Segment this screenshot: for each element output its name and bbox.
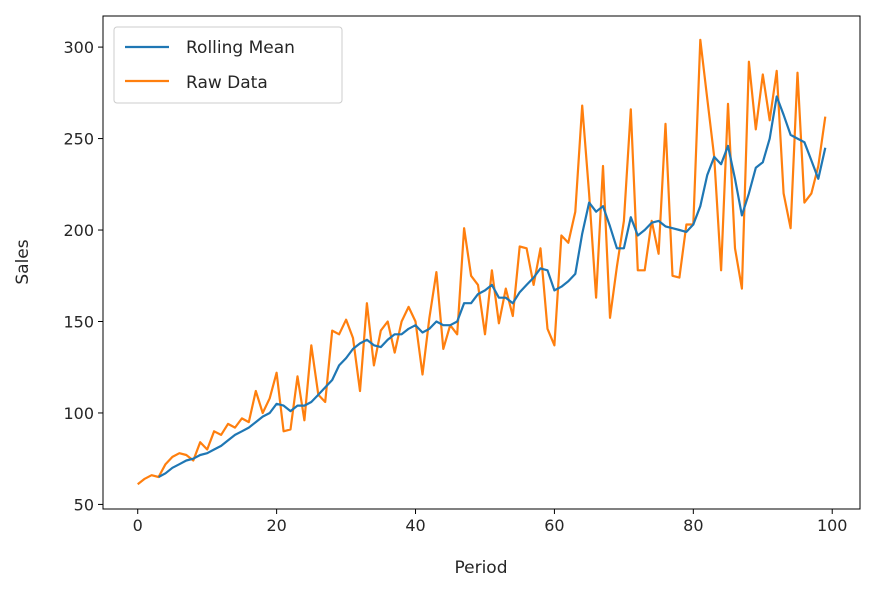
legend: Rolling Mean Raw Data [113, 26, 343, 104]
y-axis-label: Sales [13, 239, 33, 284]
y-tick-label: 100 [63, 404, 94, 423]
plot-area [137, 38, 827, 486]
x-tick-label: 20 [266, 516, 286, 535]
legend-box [113, 26, 343, 104]
y-tick-label: 250 [63, 130, 94, 149]
x-tick-label: 40 [405, 516, 425, 535]
x-axis: 0 20 40 60 80 100 [133, 509, 848, 535]
y-tick-label: 50 [74, 495, 94, 514]
x-tick-label: 60 [544, 516, 564, 535]
y-tick-label: 300 [63, 38, 94, 57]
axes-frame [102, 15, 861, 510]
y-axis: 50 100 150 200 250 300 [63, 38, 103, 514]
y-tick-label: 150 [63, 312, 94, 331]
series-line-rolling-mean [158, 95, 827, 478]
y-tick-label: 200 [63, 221, 94, 240]
x-tick-label: 100 [817, 516, 848, 535]
x-tick-label: 0 [133, 516, 143, 535]
x-tick-label: 80 [683, 516, 703, 535]
legend-label-rolling-mean: Rolling Mean [186, 38, 295, 58]
series-line-raw-data [137, 38, 827, 486]
legend-label-raw-data: Raw Data [186, 73, 268, 93]
x-axis-label: Period [454, 558, 507, 578]
